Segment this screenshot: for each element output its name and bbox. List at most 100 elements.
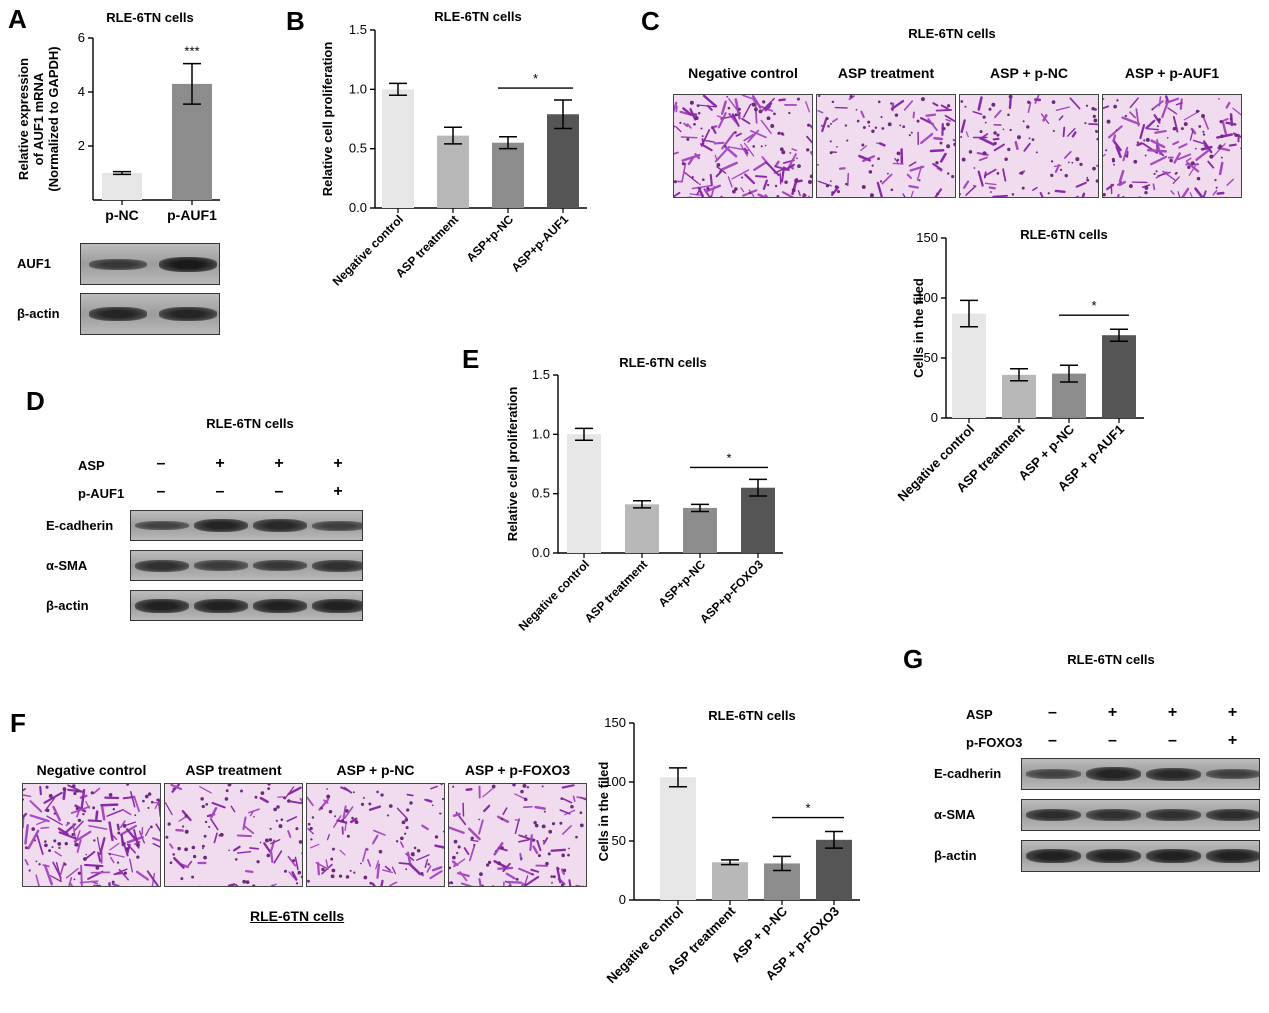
significance-star: * [533, 71, 538, 86]
blot-band [1206, 808, 1259, 822]
bar [567, 434, 601, 553]
treatment-label: p-FOXO3 [966, 735, 1023, 750]
blot-band [312, 559, 362, 572]
blot-band [135, 598, 189, 613]
y-tick-label: 6 [78, 30, 85, 45]
bar [741, 487, 775, 553]
treatment-sign: + [1227, 732, 1238, 749]
blot-strip [130, 550, 363, 581]
bar [492, 142, 524, 208]
blot-row-label: β-actin [17, 306, 60, 321]
bar [102, 173, 142, 200]
micrograph-image [164, 783, 303, 887]
bar [382, 89, 414, 208]
blot-band [89, 307, 147, 321]
blot-band [1086, 809, 1141, 821]
y-axis-label: Relative cell proliferation [505, 387, 520, 542]
y-tick-label: 50 [924, 350, 938, 365]
blot-band [135, 520, 189, 531]
panel-letter-a: A [8, 4, 27, 34]
blot-band [1146, 849, 1201, 863]
x-category-label: ASP+p-NC [656, 557, 709, 610]
x-category-label: ASP+p-NC [464, 212, 517, 265]
blot-band [253, 598, 307, 613]
blot-band [89, 258, 147, 270]
treatment-label: ASP [78, 458, 105, 473]
y-axis-label: Cells in the filed [911, 278, 926, 378]
bar [683, 507, 717, 553]
stained-cells [307, 784, 444, 886]
blot-strip [1021, 799, 1260, 831]
bar [547, 114, 579, 208]
micrograph-image [306, 783, 445, 887]
y-tick-label: 1.0 [532, 426, 550, 441]
panel-e-chart-title: RLE-6TN cells [619, 355, 707, 370]
blot-band [312, 520, 362, 531]
stained-cells [449, 784, 586, 886]
blot-strip [80, 243, 220, 285]
blot-band [1026, 849, 1081, 863]
x-category-label: Negative control [330, 212, 406, 288]
x-category-label: p-AUF1 [167, 207, 217, 223]
stained-cells [674, 95, 812, 197]
y-tick-label: 150 [604, 715, 626, 730]
micrograph-label: Negative control [36, 762, 147, 778]
stained-cells [960, 95, 1098, 197]
blot-band [253, 519, 307, 532]
y-tick-label: 1.5 [349, 22, 367, 37]
micrograph-label: ASP + p-AUF1 [1124, 65, 1220, 81]
treatment-sign: – [274, 483, 284, 500]
blot-band [1086, 849, 1141, 863]
micrograph-label: Negative control [688, 65, 798, 81]
treatment-sign: + [333, 455, 343, 472]
treatment-label: ASP [966, 707, 993, 722]
significance-star: * [1091, 298, 1096, 313]
blot-band [1206, 769, 1259, 779]
significance-star: * [726, 450, 731, 465]
panel-c-micrograph-title: RLE-6TN cells [908, 26, 996, 41]
blot-band [253, 560, 307, 571]
blot-row-label: E-cadherin [934, 766, 1002, 781]
panel-b-chart-title: RLE-6TN cells [434, 9, 522, 24]
blot-strip [1021, 840, 1260, 872]
y-axis-label: Relative cell proliferation [320, 42, 335, 197]
y-tick-label: 0 [619, 892, 626, 907]
blot-strip [1021, 758, 1260, 790]
blot-row-label: α-SMA [934, 807, 976, 822]
blot-strip [130, 590, 363, 621]
stained-cells [1103, 95, 1241, 197]
micrograph-image [673, 94, 813, 198]
panel-letter-f: F [10, 708, 26, 738]
y-tick-label: 0 [931, 410, 938, 425]
treatment-sign: – [156, 483, 166, 500]
blot-band [194, 560, 248, 571]
x-category-label: Negative control [516, 557, 592, 633]
treatment-sign: + [1167, 704, 1178, 721]
y-tick-label: 1.0 [349, 81, 367, 96]
y-axis-label: Relative expression [16, 58, 31, 180]
blot-band [1206, 849, 1259, 863]
bar [816, 839, 852, 900]
blot-band [159, 256, 217, 272]
blot-strip [80, 293, 220, 335]
x-category-label: ASP treatment [582, 557, 650, 625]
micrograph-label: ASP + p-NC [990, 65, 1068, 81]
bar [712, 862, 748, 900]
significance-annotation: *** [184, 44, 199, 59]
x-category-label: ASP+p-AUF1 [509, 212, 572, 275]
micrograph-image [816, 94, 956, 198]
y-axis-label: of AUF1 mRNA [31, 72, 46, 165]
blot-row-label: E-cadherin [46, 517, 114, 533]
x-category-label: p-NC [105, 207, 138, 223]
stained-cells [817, 95, 955, 197]
blot-band [312, 598, 362, 613]
y-tick-label: 0.0 [349, 200, 367, 215]
bar [437, 135, 469, 208]
blot-strip [130, 510, 363, 541]
treatment-sign: – [1048, 732, 1057, 749]
panel-a-chart-title: RLE-6TN cells [106, 10, 194, 25]
panel-g-title: RLE-6TN cells [1067, 652, 1155, 667]
